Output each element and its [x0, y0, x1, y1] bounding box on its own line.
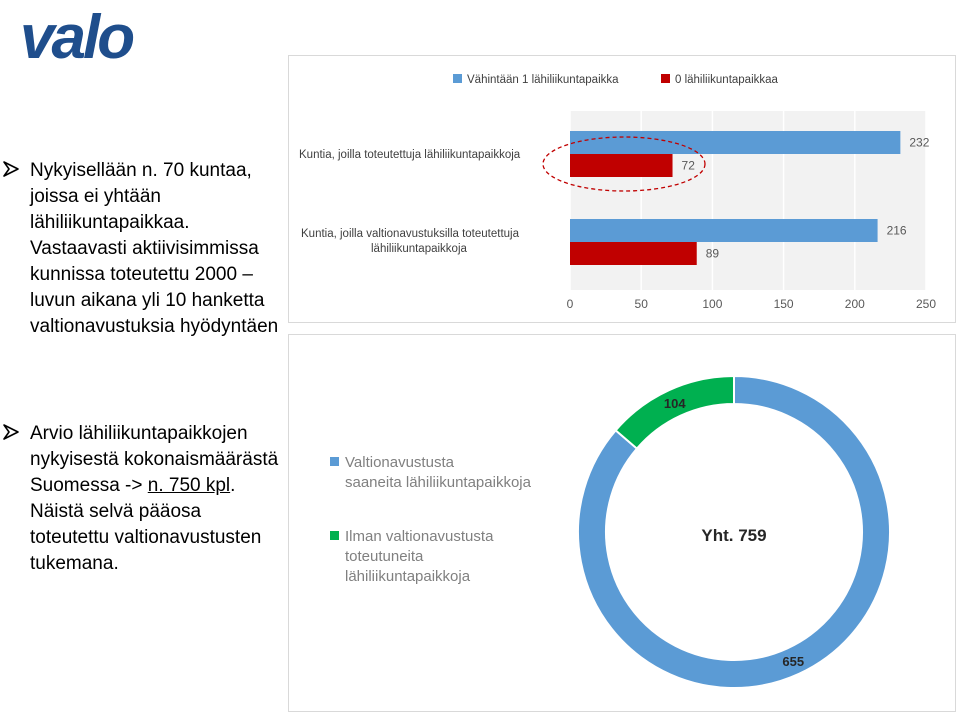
bar-value-label: 72: [682, 159, 696, 173]
slice-value-label: 655: [782, 654, 804, 669]
valo-logo: valo: [20, 6, 136, 64]
donut-chart-panel: Valtionavustusta saaneita lähiliikuntapa…: [288, 334, 956, 712]
legend-swatch-slice-2: [330, 531, 339, 540]
donut-chart: Valtionavustusta saaneita lähiliikuntapa…: [330, 374, 891, 689]
bar: [570, 131, 901, 154]
bullet-item: Arvio lähiliikuntapaikkojen nykyisestä k…: [0, 421, 285, 577]
arrowhead-bullet-icon: [3, 424, 19, 440]
donut-chart-legend: Valtionavustusta saaneita lähiliikuntapa…: [330, 454, 532, 585]
highlight-ellipse: [542, 136, 706, 192]
x-tick-label: 100: [702, 297, 722, 311]
slice-value-label: 104: [664, 396, 686, 411]
category-label-line: lähiliikuntapaikkoja: [371, 243, 467, 255]
bullet-item: Nykyisellään n. 70 kuntaa, joissa ei yht…: [0, 158, 285, 340]
legend-label-slice-2: Ilman valtionavustusta toteutuneita lähi…: [345, 528, 498, 585]
x-tick-label: 150: [774, 297, 794, 311]
legend-swatch-slice-1: [330, 457, 339, 466]
legend-swatch-series-2: [661, 74, 670, 83]
bar-chart-panel: Vähintään 1 lähiliikuntapaikka 0 lähilii…: [288, 55, 956, 323]
category-labels: Kuntia, joilla toteutettuja lähiliikunta…: [299, 149, 522, 255]
donut-slices: 655 104: [577, 374, 891, 689]
category-label-line: Kuntia, joilla valtionavustuksilla toteu…: [301, 228, 520, 240]
x-tick-label: 250: [916, 297, 936, 311]
x-axis-tick-labels: 0 50 100 150 200 250: [567, 297, 937, 311]
donut-center-label: Yht. 759: [701, 526, 766, 545]
bar: [570, 242, 697, 265]
logo-text: valo: [20, 6, 133, 64]
category-label: Kuntia, joilla toteutettuja lähiliikunta…: [299, 149, 521, 161]
bars: 232 72 216 89: [570, 131, 930, 265]
x-tick-label: 50: [635, 297, 649, 311]
legend-label-slice-1: Valtionavustusta saaneita lähiliikuntapa…: [345, 454, 532, 491]
legend-label-line: Valtionavustusta: [345, 454, 455, 471]
bar: [570, 219, 878, 242]
legend-label-series-1: Vähintään 1 lähiliikuntapaikka: [467, 74, 619, 86]
x-tick-label: 0: [567, 297, 574, 311]
bar-chart-legend: Vähintään 1 lähiliikuntapaikka 0 lähilii…: [453, 74, 779, 86]
bar-chart: Vähintään 1 lähiliikuntapaikka 0 lähilii…: [299, 74, 937, 311]
bar-value-label: 232: [909, 136, 929, 150]
bar: [570, 154, 673, 177]
arrowhead-bullet-icon: [3, 161, 19, 177]
legend-label-line: toteutuneita: [345, 548, 424, 565]
donut-slice: [614, 374, 735, 450]
x-tick-label: 200: [845, 297, 865, 311]
bullet-text-after: . Näistä selvä pääosa toteutettu valtion…: [30, 475, 262, 574]
bullet-text: Arvio lähiliikuntapaikkojen nykyisestä k…: [0, 421, 285, 577]
legend-label-series-2: 0 lähiliikuntapaikkaa: [675, 74, 779, 86]
category-label: Kuntia, joilla valtionavustuksilla toteu…: [301, 228, 522, 255]
legend-label-line: saaneita lähiliikuntapaikkoja: [345, 474, 532, 491]
donut-slice: [577, 374, 891, 689]
bullet-text: Nykyisellään n. 70 kuntaa, joissa ei yht…: [30, 160, 279, 337]
legend-swatch-series-1: [453, 74, 462, 83]
bullet-text-before: Arvio lähiliikuntapaikkojen nykyisestä k…: [30, 423, 279, 496]
bar-value-label: 89: [706, 247, 720, 261]
bullet-text-underlined: n. 750 kpl: [147, 475, 231, 496]
legend-label-line: Ilman valtionavustusta: [345, 528, 494, 545]
bar-value-label: 216: [887, 224, 907, 238]
legend-label-line: lähiliikuntapaikkoja: [345, 568, 471, 585]
